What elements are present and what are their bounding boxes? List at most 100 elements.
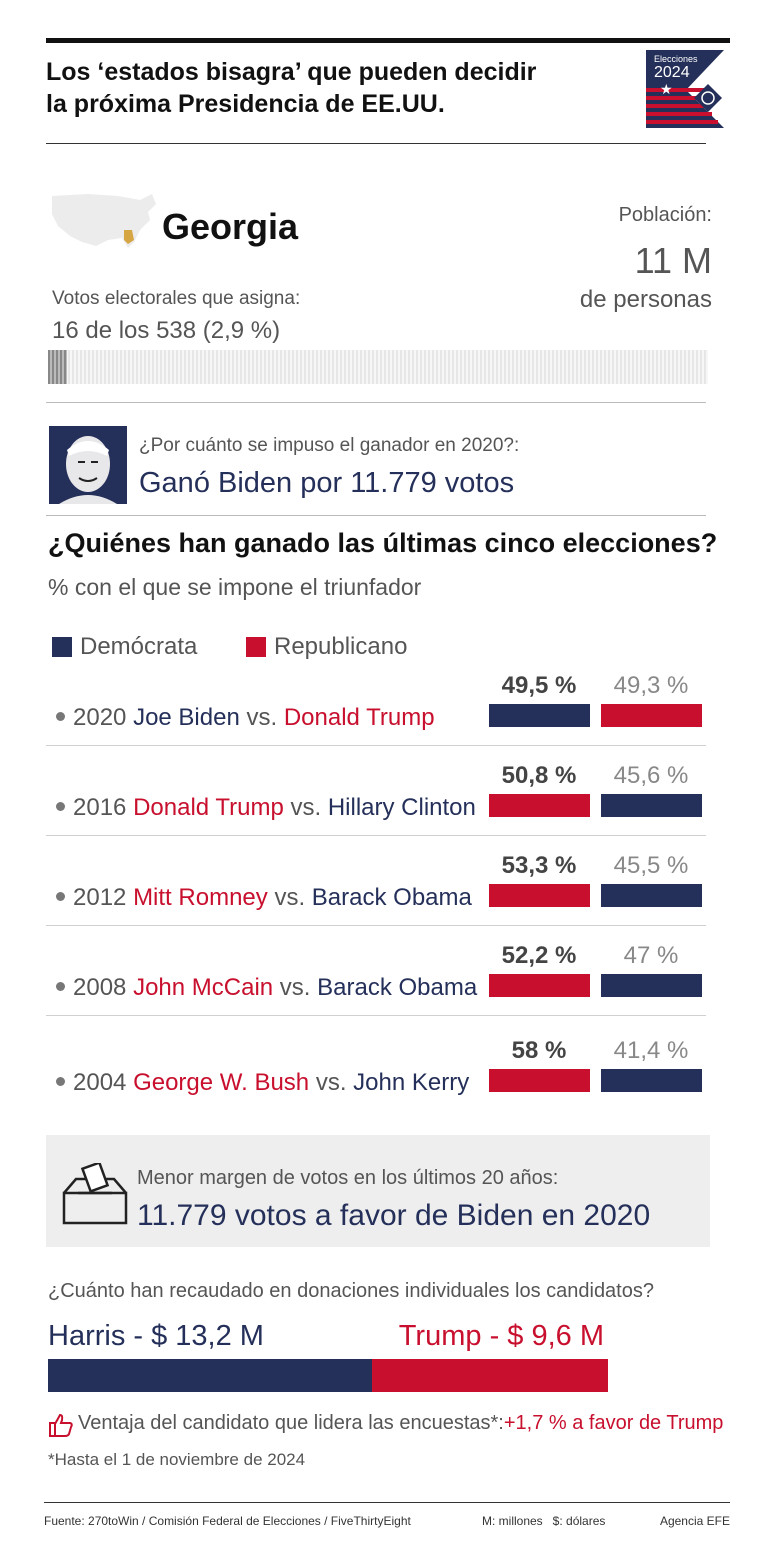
- divider-2: [46, 515, 706, 516]
- loser-bar: [601, 884, 702, 907]
- row-loser: Barack Obama: [317, 974, 478, 1001]
- footer-divider: [44, 1502, 730, 1503]
- polls-line: Ventaja del candidato que lidera las enc…: [78, 1412, 723, 1435]
- thumbs-up-icon: [48, 1412, 74, 1438]
- row-vs: vs.: [290, 794, 322, 821]
- population-value: 11 M: [634, 240, 712, 281]
- winner-pct: 50,8 %: [501, 762, 577, 789]
- electoral-share-bar: [48, 350, 708, 384]
- bullet: [56, 1077, 65, 1087]
- row-divider: [46, 1015, 706, 1016]
- row-vs: vs.: [274, 884, 306, 911]
- margin-box: Menor margen de votos en los últimos 20 …: [46, 1135, 710, 1247]
- page-title: Los ‘estados bisagra’ que pueden decidir…: [46, 56, 606, 120]
- donations-bar: [48, 1359, 608, 1392]
- polls-value: +1,7 % a favor de Trump: [503, 1412, 724, 1434]
- row-label: 2004 George W. Bush vs. John Kerry: [56, 1069, 469, 1097]
- winner-question: ¿Por cuánto se impuso el ganador en 2020…: [139, 435, 520, 456]
- winner-bar: [489, 1069, 590, 1092]
- loser-pct: 45,5 %: [613, 852, 689, 879]
- donations-bar-trump: [372, 1359, 608, 1392]
- row-vs: vs.: [279, 974, 311, 1001]
- footer-units: M: millones $: dólares: [482, 1514, 606, 1528]
- row-label: 2016 Donald Trump vs. Hillary Clinton: [56, 794, 476, 822]
- margin-label: Menor margen de votos en los últimos 20 …: [137, 1167, 559, 1189]
- loser-bar: [601, 1069, 702, 1092]
- state-name: Georgia: [162, 206, 299, 247]
- divider-1: [46, 402, 706, 403]
- margin-value: 11.779 votos a favor de Biden en 2020: [137, 1199, 651, 1232]
- winner-answer: Ganó Biden por 11.779 votos: [139, 467, 515, 499]
- usa-map-icon: [48, 190, 160, 258]
- svg-text:★: ★: [660, 82, 673, 98]
- header-divider: [46, 143, 706, 144]
- loser-bar: [601, 974, 702, 997]
- winner-bar: [489, 794, 590, 817]
- top-rule: [46, 38, 730, 43]
- loser-pct: 45,6 %: [613, 762, 689, 789]
- logo-caption: Elecciones: [654, 54, 698, 64]
- winner-pct: 49,5 %: [501, 672, 577, 699]
- row-divider: [46, 925, 706, 926]
- row-vs: vs.: [315, 1069, 347, 1096]
- row-label: 2012 Mitt Romney vs. Barack Obama: [56, 884, 472, 912]
- row-year: 2012: [73, 884, 127, 911]
- population-unit: de personas: [579, 286, 712, 313]
- loser-pct: 41,4 %: [613, 1037, 689, 1064]
- polls-label: Ventaja del candidato que lidera las enc…: [78, 1412, 504, 1434]
- footer-source: Fuente: 270toWin / Comisión Federal de E…: [44, 1514, 411, 1528]
- row-vs: vs.: [246, 704, 278, 731]
- title-line-1: Los ‘estados bisagra’ que pueden decidir: [46, 58, 537, 86]
- donations-question: ¿Cuánto han recaudado en donaciones indi…: [48, 1280, 654, 1302]
- row-label: 2020 Joe Biden vs. Donald Trump: [56, 704, 435, 732]
- bullet: [56, 712, 65, 722]
- bullet: [56, 982, 65, 992]
- loser-bar: [601, 794, 702, 817]
- winner-bar: [489, 704, 590, 727]
- row-loser: Hillary Clinton: [327, 794, 476, 821]
- winner-pct: 53,3 %: [501, 852, 577, 879]
- legend-swatch-rep: [246, 637, 266, 657]
- row-loser: Donald Trump: [283, 704, 435, 731]
- row-divider: [46, 745, 706, 746]
- harris-label: Harris - $ 13,2 M: [48, 1320, 264, 1352]
- electoral-label: Votos electorales que asigna:: [52, 288, 301, 309]
- row-label: 2008 John McCain vs. Barack Obama: [56, 974, 477, 1002]
- row-year: 2008: [73, 974, 127, 1001]
- bullet: [56, 892, 65, 902]
- title-line-2: la próxima Presidencia de EE.UU.: [46, 90, 445, 118]
- ballot-box-icon: [60, 1161, 130, 1225]
- row-loser: John Kerry: [353, 1069, 470, 1096]
- loser-pct: 49,3 %: [613, 672, 689, 699]
- trump-label: Trump - $ 9,6 M: [398, 1320, 604, 1352]
- legend-rep: Republicano: [274, 633, 408, 660]
- elections-heading: ¿Quiénes han ganado las últimas cinco el…: [48, 528, 718, 558]
- electoral-value: 16 de los 538 (2,9 %): [52, 317, 281, 344]
- winner-pct: 52,2 %: [501, 942, 577, 969]
- row-winner: Donald Trump: [133, 794, 284, 821]
- legend-swatch-dem: [52, 637, 72, 657]
- row-winner: Joe Biden: [133, 704, 240, 731]
- row-year: 2016: [73, 794, 127, 821]
- donations-bar-harris: [48, 1359, 372, 1392]
- row-year: 2020: [73, 704, 127, 731]
- population-label: Población:: [618, 204, 712, 226]
- loser-bar: [601, 704, 702, 727]
- bullet: [56, 802, 65, 812]
- polls-footnote: *Hasta el 1 de noviembre de 2024: [48, 1450, 306, 1469]
- row-year: 2004: [73, 1069, 127, 1096]
- row-winner: John McCain: [133, 974, 274, 1001]
- logo-year: 2024: [654, 64, 690, 81]
- row-loser: Barack Obama: [311, 884, 472, 911]
- row-winner: Mitt Romney: [133, 884, 268, 911]
- elections-subheading: % con el que se impone el triunfador: [48, 574, 422, 600]
- electoral-share-fill: [48, 350, 68, 384]
- loser-pct: 47 %: [623, 942, 679, 969]
- winner-pct: 58 %: [511, 1037, 567, 1064]
- legend-dem: Demócrata: [80, 633, 198, 660]
- winner-bar: [489, 974, 590, 997]
- winner-bar: [489, 884, 590, 907]
- row-divider: [46, 835, 706, 836]
- footer-agency: Agencia EFE: [659, 1514, 730, 1528]
- elections-2024-logo: ★ Elecciones 2024: [646, 50, 726, 130]
